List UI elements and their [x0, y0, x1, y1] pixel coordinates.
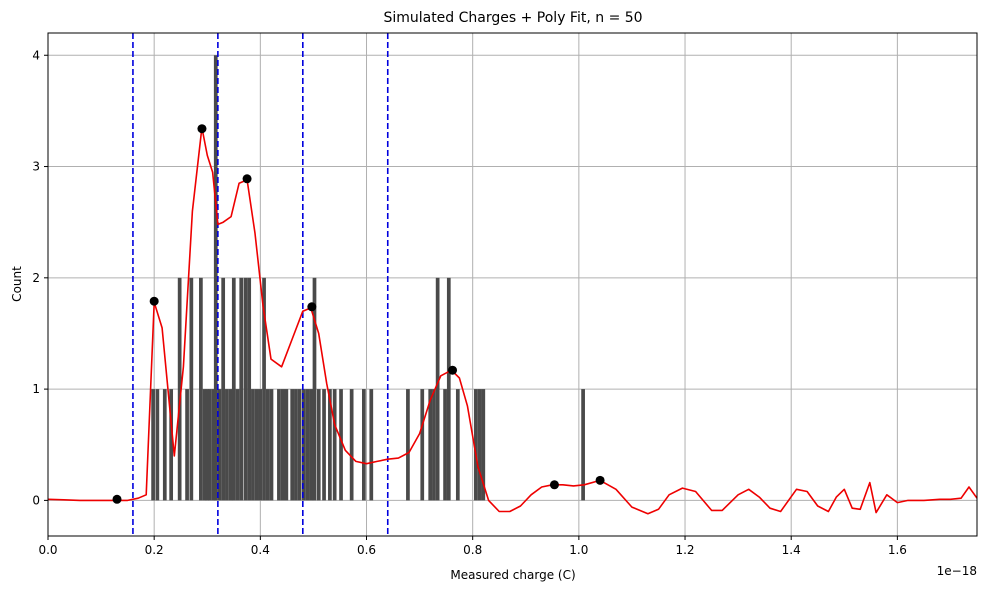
histogram-bar	[225, 389, 229, 501]
histogram-bar	[455, 389, 460, 501]
divider-lines	[132, 33, 389, 536]
histogram-bar	[297, 389, 302, 501]
histogram-bar	[316, 389, 321, 501]
peak-marker	[197, 124, 207, 134]
chart-title: Simulated Charges + Poly Fit, n = 50	[383, 10, 642, 26]
fit-curve-layer	[47, 126, 978, 515]
histogram-bar	[251, 389, 255, 501]
histogram-bar	[228, 389, 233, 501]
histogram-bar	[443, 389, 447, 501]
x-tick-label: 1.0	[569, 543, 588, 557]
histogram-bar	[235, 389, 240, 501]
histogram-bar	[243, 277, 248, 501]
histogram-bar	[477, 389, 482, 501]
histogram-bar	[332, 389, 337, 501]
histogram-bar	[284, 389, 289, 501]
histogram-bar	[328, 389, 332, 501]
histogram-bar	[312, 277, 317, 501]
histogram-bar	[231, 277, 236, 501]
histogram-bar	[239, 277, 244, 501]
histogram-bar	[269, 389, 274, 501]
histogram-bar	[581, 389, 585, 501]
histogram-bar	[221, 277, 226, 501]
histogram-bar	[247, 277, 252, 501]
histogram-bar	[213, 55, 218, 501]
histogram-bar	[474, 389, 478, 501]
histogram-bar	[202, 389, 207, 501]
fit-curve	[47, 126, 978, 515]
histogram-bar	[211, 389, 216, 501]
histogram-bar	[309, 389, 314, 501]
histogram-bar	[446, 277, 451, 501]
histogram-bar	[280, 389, 285, 501]
histogram-bar	[205, 389, 210, 501]
histogram-bar	[217, 389, 222, 501]
histogram-bar	[189, 277, 194, 501]
histogram-bar	[428, 389, 433, 501]
y-tick-label: 2	[32, 271, 40, 285]
histogram-bar	[481, 389, 486, 501]
histogram-bar	[362, 389, 366, 501]
histogram-bar	[290, 389, 295, 501]
histogram-bar	[258, 389, 263, 501]
histogram-bar	[169, 389, 174, 501]
histogram-bar	[305, 389, 310, 501]
histogram-bar	[406, 389, 410, 501]
x-tick-label: 0.6	[357, 543, 376, 557]
histogram-bar	[177, 277, 182, 501]
histogram-bar	[294, 389, 298, 501]
x-tick-label: 0.8	[463, 543, 482, 557]
y-tick-label: 0	[32, 493, 40, 507]
peak-marker	[595, 475, 605, 485]
peak-markers	[112, 124, 605, 504]
x-axis-label: Measured charge (C)	[450, 568, 575, 582]
peak-marker	[549, 480, 559, 490]
x-tick-label: 0.2	[145, 543, 164, 557]
histogram-bar	[185, 389, 189, 501]
x-tick-label: 0.4	[251, 543, 270, 557]
histogram-bar	[339, 389, 343, 501]
histogram-bar	[208, 389, 212, 501]
histogram-bar	[349, 389, 354, 501]
peak-marker	[307, 302, 317, 312]
histogram-bar	[432, 389, 436, 501]
histogram-bar	[151, 389, 155, 501]
x-tick-label: 1.6	[888, 543, 907, 557]
histogram-bar	[435, 277, 440, 501]
y-tick-label: 4	[32, 48, 40, 62]
histogram-bar	[162, 389, 167, 501]
axis-ticks: 0.0 0.2 0.4 0.6 0.8 1.0 1.2 1.4 1.6 0 1 2 3 4	[32, 48, 907, 557]
histogram-bar	[254, 389, 259, 501]
histogram-bars	[151, 55, 585, 501]
histogram-bar	[262, 277, 266, 501]
peak-marker	[149, 296, 159, 306]
histogram-bar	[369, 389, 374, 501]
peak-marker	[448, 365, 458, 375]
peak-marker	[242, 174, 252, 184]
x-tick-label: 1.2	[675, 543, 694, 557]
histogram-bar	[322, 389, 326, 501]
histogram-bar	[302, 389, 306, 501]
histogram-bar	[277, 389, 281, 501]
y-tick-label: 3	[32, 160, 40, 174]
histogram-bar	[265, 389, 270, 501]
peak-marker	[112, 494, 122, 504]
x-tick-label: 1.4	[782, 543, 801, 557]
x-axis-offset-label: 1e−18	[937, 564, 977, 578]
y-tick-label: 1	[32, 382, 40, 396]
histogram-bar	[420, 389, 425, 501]
plot-frame	[47, 32, 978, 537]
x-tick-label: 0.0	[38, 543, 57, 557]
y-axis-label: Count	[10, 266, 24, 302]
histogram-bar	[155, 389, 160, 501]
histogram-bar	[199, 277, 203, 501]
